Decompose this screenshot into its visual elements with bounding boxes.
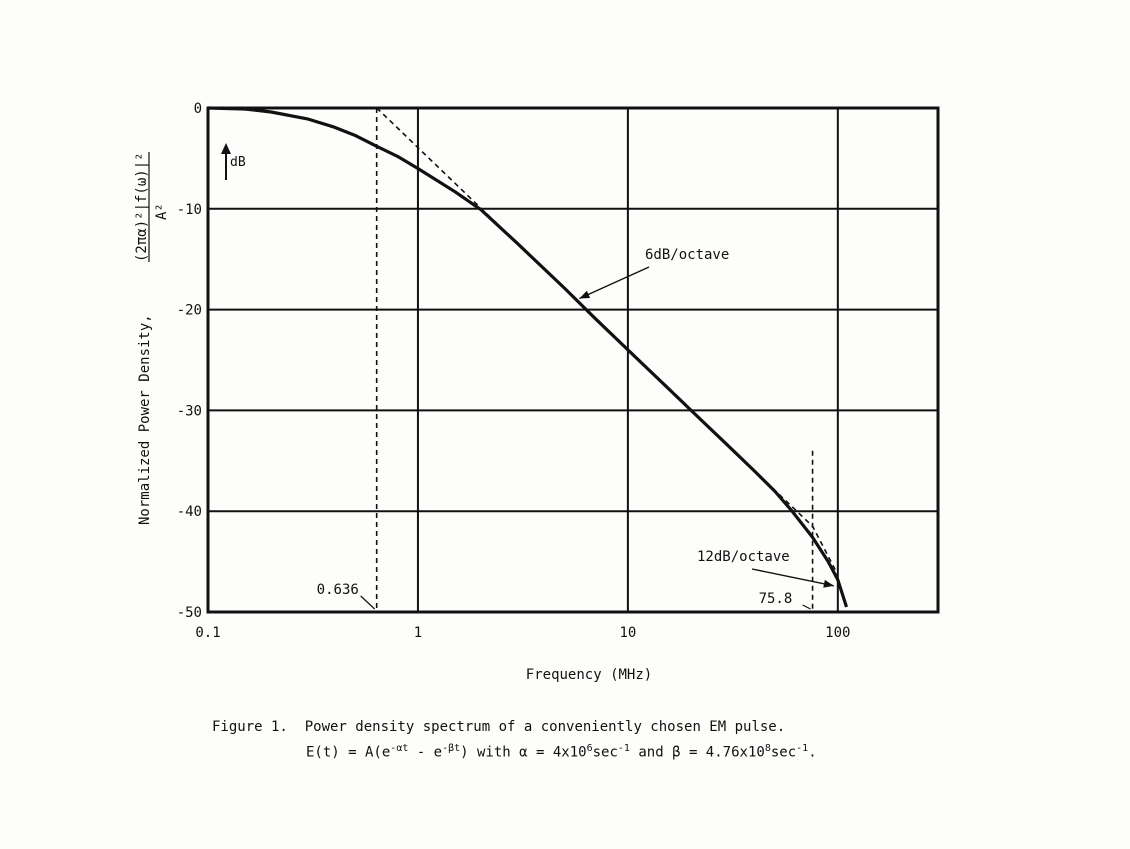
x-tick-label-2: 10 [619,625,636,641]
caption-text: Power density spectrum of a conveniently… [304,719,786,735]
y-tick-label-1: -10 [177,202,202,218]
y-tick-label-2: -20 [177,303,202,319]
figure-caption: Figure 1. Power density spectrum of a co… [212,716,817,764]
annotation-label-0: 6dB/octave [645,247,729,263]
y-axis-formula: (2πα)²|f(ω)|² A² [134,152,170,262]
x-tick-label-0: 0.1 [195,625,220,641]
vline-label-1: 75.8 [759,591,793,607]
annotation-arrow-1 [751,568,834,587]
x-tick-label-1: 1 [414,625,422,641]
y-tick-label-4: -40 [177,504,202,520]
tick-labels: 0 -10 -20 -30 -40 -50 0.1 1 10 100 [177,101,851,641]
plot-frame [206,106,940,614]
x-axis-label: Frequency (MHz) [526,667,652,683]
vlines-group: 0.636 75.8 [317,108,814,612]
vline-label-leader-0 [360,595,376,610]
y-tick-label-5: -50 [177,605,202,621]
series-group [207,106,849,608]
x-tick-label-3: 100 [825,625,850,641]
y-axis-label-text: Normalized Power Density, [137,314,153,525]
y-axis-label: Normalized Power Density, [137,314,153,525]
db-marker-label: dB [230,155,246,170]
annotation-arrow-0 [579,266,650,300]
annotation-arrowhead-0 [579,290,591,299]
y-tick-label-3: -30 [177,403,202,419]
series-line-1 [376,107,839,576]
annotations-group: 6dB/octave 12dB/octave [579,247,834,588]
caption-equation: E(t) = A(e-αt - e-βt) with α = 4x106sec-… [306,743,817,761]
db-marker: dB [221,143,246,180]
y-axis-formula-numerator: (2πα)²|f(ω)|² [134,152,150,262]
series-line-0 [207,106,849,608]
vline-label-0: 0.636 [317,582,359,598]
vline-label-leader-1 [802,604,811,610]
caption-label: Figure 1. [212,719,288,735]
annotation-arrowhead-1 [823,579,834,588]
grid [207,107,938,613]
annotation-label-1: 12dB/octave [697,549,790,565]
y-axis-formula-denominator: A² [154,203,170,220]
y-tick-label-0: 0 [194,101,202,117]
